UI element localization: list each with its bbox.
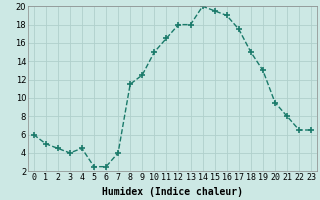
- X-axis label: Humidex (Indice chaleur): Humidex (Indice chaleur): [102, 187, 243, 197]
